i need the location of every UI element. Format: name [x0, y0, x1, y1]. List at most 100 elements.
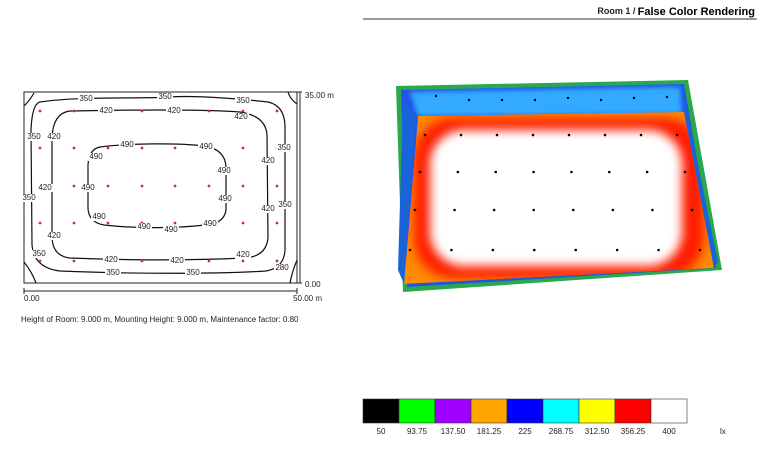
wall-dot [632, 96, 636, 100]
contour-label: 350 [22, 193, 36, 202]
scale-swatch [470, 398, 508, 424]
contour-label: 490 [92, 212, 106, 221]
floor-dot [408, 248, 412, 252]
measure-point [275, 221, 279, 225]
contour-label: 490 [203, 219, 217, 228]
contour-label: 350 [106, 268, 120, 277]
wall-dot [500, 98, 504, 102]
scale-label: 400 [662, 427, 676, 436]
label-bg [31, 250, 47, 258]
measure-point [140, 109, 144, 113]
label-bg [216, 167, 232, 175]
floor-dot [413, 208, 417, 212]
floor-dot [492, 208, 496, 212]
header-text: Room 1 / False Color Rendering [597, 6, 755, 18]
wall-dot [467, 98, 471, 102]
back-wall [410, 87, 682, 116]
contour-label: 420 [47, 132, 61, 141]
contour-label: 350 [277, 143, 291, 152]
left-wall [398, 100, 416, 284]
floor-dot [495, 133, 499, 137]
measure-point [38, 259, 42, 263]
floor-dot [639, 133, 643, 137]
plot-frame [23, 91, 298, 284]
measure-point [72, 146, 76, 150]
measure-point [173, 184, 177, 188]
floor-white [430, 130, 682, 266]
right-wall [684, 96, 718, 268]
label-bg [91, 213, 107, 221]
floor-dot [532, 208, 536, 212]
contour-label: 490 [164, 225, 178, 234]
floor-dot [574, 248, 578, 252]
scale-swatch [578, 398, 616, 424]
contour-label: 350 [186, 268, 200, 277]
floor-dot [690, 208, 694, 212]
contour-corner [23, 261, 37, 284]
contour-label: 490 [137, 222, 151, 231]
floor-dot [615, 248, 619, 252]
scale-swatch [542, 398, 580, 424]
contour-label: 490 [217, 166, 231, 175]
measure-point [275, 109, 279, 113]
floor-dot [459, 133, 463, 137]
measure-point [207, 109, 211, 113]
measure-point [38, 221, 42, 225]
label-bg [157, 93, 173, 101]
measure-point [38, 146, 42, 150]
label-bg [260, 157, 276, 165]
measure-point [140, 184, 144, 188]
label-bg [136, 223, 152, 231]
label-bg [80, 184, 96, 192]
axis-label: 35.00 m [305, 91, 334, 100]
label-bg [163, 226, 179, 234]
measure-point [207, 259, 211, 263]
label-bg [202, 220, 218, 228]
label-bg [46, 232, 62, 240]
contour-label: 490 [199, 142, 213, 151]
label-bg [276, 144, 292, 152]
measure-point [173, 146, 177, 150]
axis-label: 0.00 [24, 294, 40, 303]
label-bg [233, 113, 249, 121]
contour-corner [289, 259, 298, 284]
label-bg [274, 264, 290, 272]
contour-label: 420 [38, 183, 52, 192]
measure-point [106, 184, 110, 188]
measure-point [140, 146, 144, 150]
floor-dot [645, 170, 649, 174]
contour-label: 350 [278, 200, 292, 209]
measure-point [72, 184, 76, 188]
wall-dot [665, 95, 669, 99]
contour-corner [23, 92, 35, 107]
floor-dot [494, 170, 498, 174]
scale-swatch [614, 398, 652, 424]
contour-label: 420 [234, 112, 248, 121]
contour-label: 350 [32, 249, 46, 258]
label-bg [21, 194, 37, 202]
floor [404, 112, 714, 284]
floor-dot [491, 248, 495, 252]
scale-swatch [362, 398, 400, 424]
measure-point [207, 184, 211, 188]
measure-point [72, 109, 76, 113]
floor-dot [698, 248, 702, 252]
measure-point [106, 221, 110, 225]
contour-label: 490 [120, 140, 134, 149]
measure-point [38, 109, 42, 113]
contour-label: 350 [27, 132, 41, 141]
isoline-diagram: 35.00 m 0.00 0.00 50.00 m Height of Room… [21, 91, 334, 324]
contour-label: 420 [47, 231, 61, 240]
label-bg [37, 184, 53, 192]
floor-dot [456, 170, 460, 174]
floor-dot [675, 133, 679, 137]
false-color-rendering [396, 80, 722, 292]
label-bg [260, 205, 276, 213]
measure-point [173, 221, 177, 225]
label-bg [235, 251, 251, 259]
measure-point [275, 259, 279, 263]
label-bg [88, 153, 104, 161]
contour-label: 420 [167, 106, 181, 115]
